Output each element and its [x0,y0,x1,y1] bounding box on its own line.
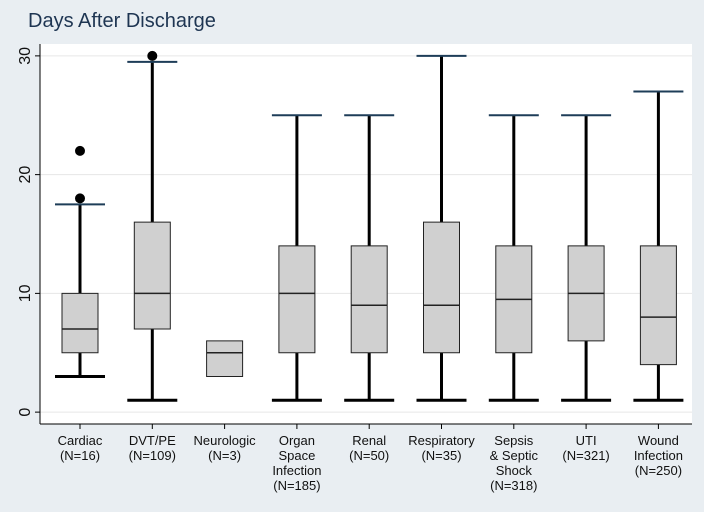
outlier-point [75,193,85,204]
box-iqr [423,221,460,354]
x-category-label-line: Shock [496,463,533,478]
x-category-label-line: (N=16) [60,448,100,463]
x-category-label-line: Renal [352,433,386,448]
box-iqr [206,340,244,377]
y-tick-label: 10 [17,284,34,302]
chart-title: Days After Discharge [28,10,216,32]
outlier-point [147,50,158,61]
x-category-label-line: Respiratory [408,433,475,448]
x-category-label-line: Infection [272,463,321,478]
x-category-label: UTI (N=321) [562,433,609,463]
box-iqr [61,292,99,354]
x-category-label-line: Sepsis [494,433,534,448]
x-category-label-line: & Septic [490,448,539,463]
outlier-point [75,145,85,156]
x-category-label-line: UTI [576,433,597,448]
x-category-label-line: Wound [638,433,679,448]
x-category-label-line: Organ [279,433,315,448]
x-category-label: Neurologic (N=3) [194,433,257,463]
x-category-label-line: (N=321) [562,448,609,463]
x-category-label-line: (N=185) [273,478,320,493]
x-category-label: Organ Space Infection (N=185) [272,433,321,493]
box-iqr [278,245,316,354]
x-category-label-line: (N=50) [349,448,389,463]
x-category-label-line: (N=318) [490,478,537,493]
y-tick-label: 0 [17,408,34,417]
x-category-label-line: Neurologic [194,433,257,448]
x-category-label: DVT/PE (N=109) [129,433,176,463]
x-category-label: Respiratory (N=35) [408,433,475,463]
y-tick-label: 30 [17,47,34,65]
x-category-label-line: Infection [634,448,683,463]
x-category-label: Sepsis & Septic Shock (N=318) [490,433,539,493]
x-category-label: Cardiac (N=16) [58,433,103,463]
x-category-label-line: (N=109) [129,448,176,463]
x-category-label-line: DVT/PE [129,433,176,448]
box-iqr [133,221,171,330]
x-category-label-line: (N=3) [208,448,241,463]
x-category-label-line: (N=35) [421,448,461,463]
box-iqr [350,245,388,354]
x-category-label-line: Cardiac [58,433,103,448]
x-category-label-line: Space [278,448,315,463]
x-category-label: Renal (N=50) [349,433,389,463]
x-category-label: Wound Infection (N=250) [634,433,683,478]
box-iqr [639,245,677,366]
x-category-label-line: (N=250) [635,463,682,478]
y-tick-label: 20 [17,166,34,184]
